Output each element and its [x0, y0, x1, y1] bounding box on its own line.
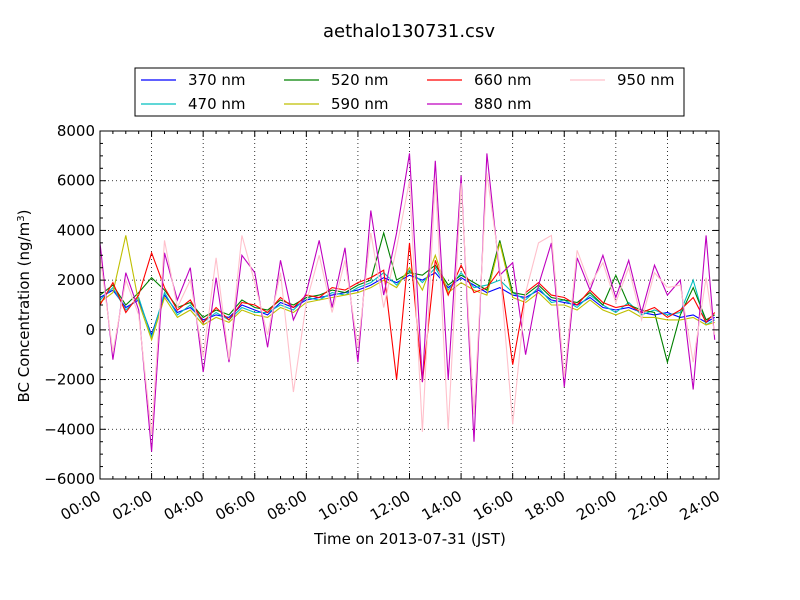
x-tick-label: 00:00: [58, 487, 104, 524]
y-tick-label: 0: [85, 321, 95, 339]
y-tick-label: −4000: [44, 420, 95, 438]
legend-label-950-nm: 950 nm: [617, 71, 675, 89]
legend: 370 nm 470 nm 520 nm 590 nm 660 nm 880 nm 950 …: [134, 67, 685, 117]
y-tick-label: 2000: [57, 271, 95, 289]
y-tick-labels: −6000 −4000 −2000 0 2000 4000 6000 8000: [44, 122, 95, 488]
legend-label-470-nm: 470 nm: [188, 95, 246, 113]
y-tick-label: 8000: [57, 122, 95, 140]
x-tick-label: 14:00: [419, 487, 465, 524]
legend-label-880-nm: 880 nm: [474, 95, 532, 113]
y-tick-label: −6000: [44, 470, 95, 488]
series-line-950-nm: [100, 173, 716, 435]
y-axis-label-main: BC Concentration (ng/m: [15, 222, 33, 403]
x-tick-label: 04:00: [161, 487, 207, 524]
x-tick-label: 24:00: [677, 487, 723, 524]
x-axis-label: Time on 2013-07-31 (JST): [313, 530, 506, 548]
series-line-370-nm: [100, 271, 715, 337]
series-line-520-nm: [100, 230, 715, 365]
x-tick-label: 16:00: [470, 487, 516, 524]
ticks: [99, 130, 720, 480]
series-line-880-nm: [100, 153, 716, 452]
y-axis-label-sup: 3: [16, 215, 27, 221]
legend-label-370-nm: 370 nm: [188, 71, 246, 89]
series-line-590-nm: [100, 235, 715, 342]
x-tick-labels: 00:00 02:00 04:00 06:00 08:00 10:00 12:00 14:00…: [58, 487, 723, 524]
x-tick-label: 20:00: [573, 487, 619, 524]
legend-frame: [134, 67, 685, 117]
series-line-660-nm: [100, 242, 716, 383]
legend-label-660-nm: 660 nm: [474, 71, 532, 89]
y-tick-label: 6000: [57, 172, 95, 190]
x-tick-label: 10:00: [315, 487, 361, 524]
y-tick-label: 4000: [57, 221, 95, 239]
y-axis-label: BC Concentration (ng/m3): [15, 210, 33, 403]
x-tick-label: 02:00: [109, 487, 155, 524]
x-tick-label: 12:00: [367, 487, 413, 524]
x-tick-label: 06:00: [212, 487, 258, 524]
chart-title: aethalo130731.csv: [323, 21, 495, 42]
x-tick-label: 22:00: [625, 487, 671, 524]
legend-label-590-nm: 590 nm: [331, 95, 389, 113]
y-axis-label-close: ): [15, 210, 33, 216]
series-layer: [100, 153, 716, 452]
y-tick-label: −2000: [44, 371, 95, 389]
x-tick-label: 08:00: [264, 487, 310, 524]
x-tick-label: 18:00: [522, 487, 568, 524]
legend-label-520-nm: 520 nm: [331, 71, 389, 89]
